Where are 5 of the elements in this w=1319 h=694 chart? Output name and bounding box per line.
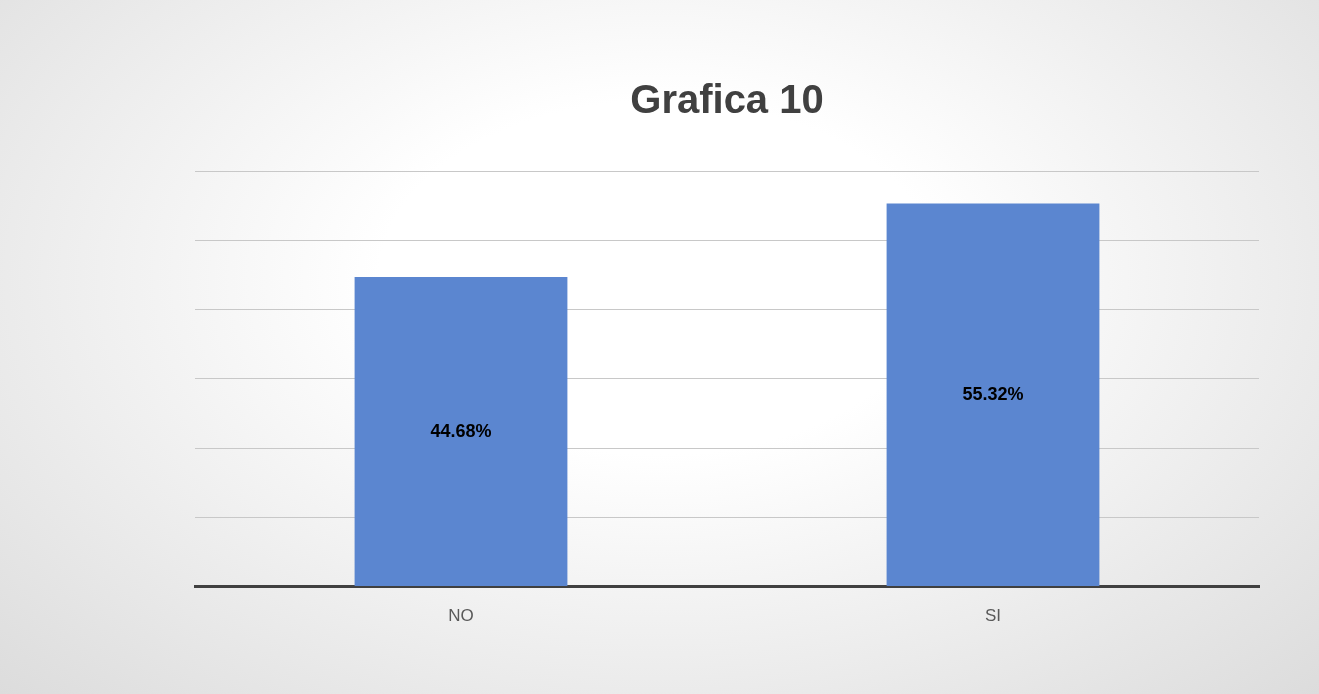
chart-title: Grafica 10 bbox=[630, 77, 824, 122]
x-tick-label: NO bbox=[448, 606, 474, 626]
data-label: 44.68% bbox=[430, 420, 492, 441]
data-label: 55.32% bbox=[962, 383, 1024, 404]
x-tick-label: SI bbox=[984, 606, 1002, 626]
